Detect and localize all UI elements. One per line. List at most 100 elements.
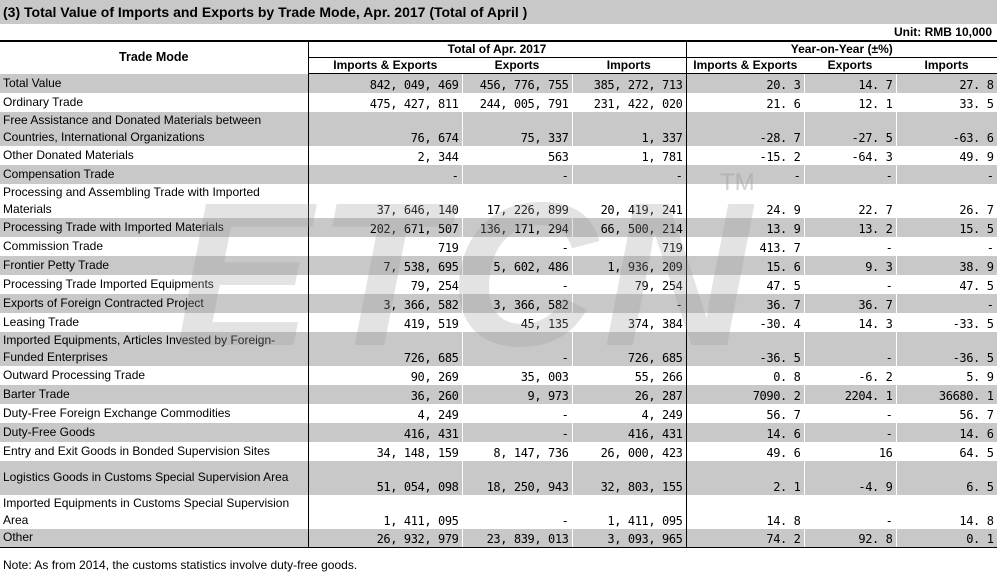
trade-mode-name: Duty-Free Foreign Exchange Commodities: [0, 403, 309, 423]
value-cell-yim: 49. 9: [896, 145, 997, 165]
table-row: Other 26, 932, 979 23, 839, 013 3, 093, 965…: [0, 528, 997, 548]
table-row: Logistics Goods in Customs Special Super…: [0, 460, 997, 495]
value-cell-yie: -30. 4: [686, 312, 805, 332]
header-col: Imports: [572, 57, 687, 74]
value-cell-yim: -63. 6: [896, 111, 997, 146]
value-cell-yex: 14. 7: [804, 73, 897, 93]
value-cell-ex: 244, 005, 791: [462, 92, 573, 112]
value-cell-yex: -: [804, 236, 897, 256]
value-cell-im: 66, 500, 214: [572, 217, 687, 237]
value-cell-ex: 17, 226, 899: [462, 183, 573, 218]
table-row: Entry and Exit Goods in Bonded Supervisi…: [0, 441, 997, 461]
value-cell-yex: -: [804, 494, 897, 529]
value-cell-ex: 456, 776, 755: [462, 73, 573, 93]
trade-mode-name: Compensation Trade: [0, 164, 309, 184]
value-cell-ex: 9, 973: [462, 384, 573, 404]
value-cell-im: 385, 272, 713: [572, 73, 687, 93]
unit-label: Unit: RMB 10,000: [893, 25, 992, 39]
trade-mode-name: Leasing Trade: [0, 312, 309, 332]
value-cell-yim: -: [896, 293, 997, 313]
value-cell-yie: 47. 5: [686, 274, 805, 294]
value-cell-im: 79, 254: [572, 274, 687, 294]
trade-mode-name: Total Value: [0, 73, 309, 93]
table-row: Processing Trade with Imported Materials…: [0, 217, 997, 237]
value-cell-ie: 76, 674: [308, 111, 463, 146]
value-cell-ie: 202, 671, 507: [308, 217, 463, 237]
table-row: Imported Equipments, Articles Invested b…: [0, 331, 997, 366]
table-row: Imported Equipments in Customs Special S…: [0, 494, 997, 529]
trade-mode-name: Ordinary Trade: [0, 92, 309, 112]
value-cell-yex: 9. 3: [804, 255, 897, 275]
header-col: Imports & Exports: [686, 57, 804, 74]
value-cell-yim: 33. 5: [896, 92, 997, 112]
value-cell-yie: 36. 7: [686, 293, 805, 313]
value-cell-ex: 35, 003: [462, 365, 573, 385]
table-row: Total Value 842, 049, 469 456, 776, 755 385…: [0, 73, 997, 93]
table-row: Other Donated Materials 2, 344 563 1, 781 -1…: [0, 145, 997, 165]
value-cell-yex: 2204. 1: [804, 384, 897, 404]
value-cell-ie: 79, 254: [308, 274, 463, 294]
value-cell-yex: -64. 3: [804, 145, 897, 165]
table-row: Exports of Foreign Contracted Project 3, …: [0, 293, 997, 313]
table-title: (3) Total Value of Imports and Exports b…: [0, 0, 997, 24]
value-cell-ex: 136, 171, 294: [462, 217, 573, 237]
value-cell-yie: 24. 9: [686, 183, 805, 218]
value-cell-yex: -27. 5: [804, 111, 897, 146]
value-cell-yim: 47. 5: [896, 274, 997, 294]
value-cell-yex: -: [804, 422, 897, 442]
value-cell-ex: 5, 602, 486: [462, 255, 573, 275]
value-cell-ex: 563: [462, 145, 573, 165]
value-cell-yim: 5. 9: [896, 365, 997, 385]
value-cell-ex: -: [462, 403, 573, 423]
header-total-group: Total of Apr. 2017: [308, 40, 687, 58]
value-cell-yie: 2. 1: [686, 460, 805, 495]
value-cell-yim: -: [896, 236, 997, 256]
value-cell-im: 4, 249: [572, 403, 687, 423]
value-cell-yex: -6. 2: [804, 365, 897, 385]
value-cell-ex: -: [462, 274, 573, 294]
header-trade-mode: Trade Mode: [0, 40, 309, 74]
value-cell-yie: 20. 3: [686, 73, 805, 93]
trade-mode-name: Logistics Goods in Customs Special Super…: [0, 460, 309, 495]
value-cell-yex: -: [804, 331, 897, 366]
value-cell-yim: 15. 5: [896, 217, 997, 237]
value-cell-yim: 26. 7: [896, 183, 997, 218]
value-cell-ie: 719: [308, 236, 463, 256]
value-cell-im: -: [572, 164, 687, 184]
value-cell-yex: -: [804, 403, 897, 423]
value-cell-im: 20, 419, 241: [572, 183, 687, 218]
trade-mode-name: Other Donated Materials: [0, 145, 309, 165]
value-cell-ex: -: [462, 494, 573, 529]
value-cell-ex: -: [462, 164, 573, 184]
value-cell-ie: 475, 427, 811: [308, 92, 463, 112]
header-col: Imports: [896, 57, 997, 74]
value-cell-yim: 6. 5: [896, 460, 997, 495]
value-cell-im: -: [572, 293, 687, 313]
value-cell-yex: -: [804, 274, 897, 294]
trade-mode-name: Imported Equipments in Customs Special S…: [0, 494, 309, 529]
value-cell-yie: 413. 7: [686, 236, 805, 256]
value-cell-ie: 37, 646, 140: [308, 183, 463, 218]
value-cell-yie: -15. 2: [686, 145, 805, 165]
value-cell-yie: 14. 6: [686, 422, 805, 442]
value-cell-ie: 842, 049, 469: [308, 73, 463, 93]
value-cell-yie: 15. 6: [686, 255, 805, 275]
value-cell-ex: -: [462, 331, 573, 366]
header-col: Imports & Exports: [308, 57, 462, 74]
table-body: Total Value 842, 049, 469 456, 776, 755 385…: [0, 73, 997, 548]
value-cell-ex: 18, 250, 943: [462, 460, 573, 495]
value-cell-ie: 416, 431: [308, 422, 463, 442]
table-row: Outward Processing Trade 90, 269 35, 003 55…: [0, 365, 997, 385]
trade-mode-name: Other: [0, 528, 309, 548]
value-cell-im: 231, 422, 020: [572, 92, 687, 112]
value-cell-ie: -: [308, 164, 463, 184]
value-cell-yie: -36. 5: [686, 331, 805, 366]
value-cell-ie: 7, 538, 695: [308, 255, 463, 275]
value-cell-ex: 75, 337: [462, 111, 573, 146]
table-row: Frontier Petty Trade 7, 538, 695 5, 602, 4…: [0, 255, 997, 275]
value-cell-ie: 51, 054, 098: [308, 460, 463, 495]
value-cell-im: 32, 803, 155: [572, 460, 687, 495]
value-cell-yex: 12. 1: [804, 92, 897, 112]
value-cell-yex: -4. 9: [804, 460, 897, 495]
